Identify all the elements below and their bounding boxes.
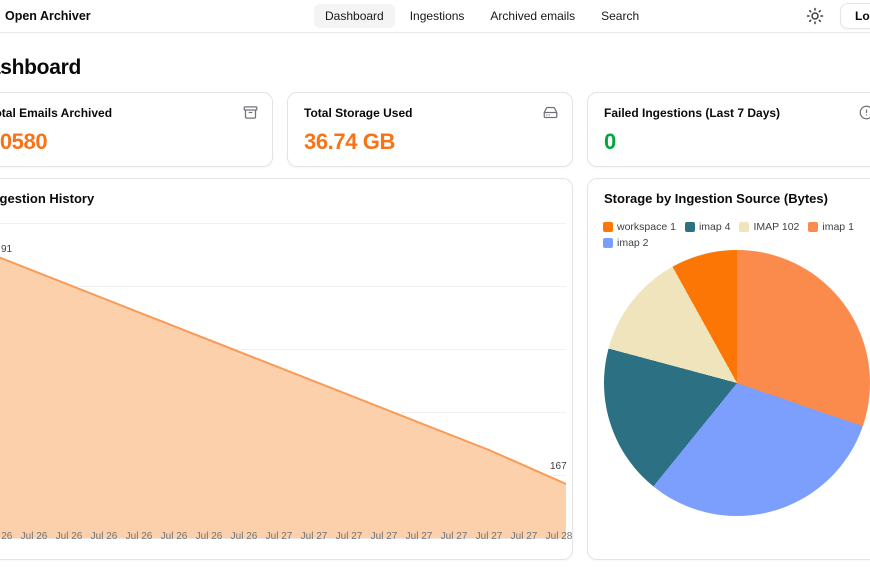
ingestion-history-title: Ingestion History: [0, 191, 94, 206]
legend-label: workspace 1: [617, 221, 676, 233]
page-title: Dashboard: [0, 56, 81, 80]
x-axis-label: Jul 26: [14, 531, 54, 542]
theme-toggle-button[interactable]: [806, 7, 824, 25]
legend-swatch: [603, 222, 613, 232]
data-point-label-start: 91: [1, 244, 12, 255]
x-axis-label: Jul 26: [84, 531, 124, 542]
legend-label: imap 4: [699, 221, 731, 233]
x-axis-label: Jul 28: [539, 531, 579, 542]
x-axis-labels: Jul 26Jul 26Jul 26Jul 26Jul 26Jul 26Jul …: [0, 531, 574, 545]
stat-label: Failed Ingestions (Last 7 Days): [604, 106, 780, 120]
area-fill: [0, 253, 566, 538]
legend-item[interactable]: imap 4: [685, 221, 731, 233]
x-axis-label: Jul 27: [399, 531, 439, 542]
tab-archived-emails[interactable]: Archived emails: [479, 4, 586, 28]
storage-pie-title: Storage by Ingestion Source (Bytes): [604, 191, 828, 206]
stat-label: Total Emails Archived: [0, 106, 112, 120]
x-axis-label: Jul 26: [49, 531, 89, 542]
legend-item[interactable]: imap 2: [603, 237, 649, 249]
x-axis-label: Jul 27: [294, 531, 334, 542]
legend-swatch: [603, 238, 613, 248]
x-axis-label: Jul 26: [154, 531, 194, 542]
x-axis-label: Jul 26: [119, 531, 159, 542]
stat-label: Total Storage Used: [304, 106, 412, 120]
tab-dashboard[interactable]: Dashboard: [314, 4, 395, 28]
x-axis-label: Jul 27: [259, 531, 299, 542]
hard-drive-icon: [543, 105, 558, 120]
legend-item[interactable]: imap 1: [808, 221, 854, 233]
x-axis-label: Jul 27: [469, 531, 509, 542]
ingestion-history-plot: [0, 223, 566, 538]
legend-swatch: [808, 222, 818, 232]
legend-item[interactable]: IMAP 102: [739, 221, 799, 233]
tab-search[interactable]: Search: [590, 4, 650, 28]
x-axis-label: Jul 27: [434, 531, 474, 542]
archive-icon: [243, 105, 258, 120]
tab-ingestions[interactable]: Ingestions: [399, 4, 476, 28]
ingestion-area-chart: [0, 223, 566, 538]
legend-swatch: [685, 222, 695, 232]
legend-swatch: [739, 222, 749, 232]
storage-pie-chart: [604, 250, 870, 516]
legend-label: IMAP 102: [753, 221, 799, 233]
legend-label: imap 2: [617, 237, 649, 249]
app-brand: Open Archiver: [5, 0, 91, 32]
x-axis-label: Jul 26: [224, 531, 264, 542]
storage-by-source-card: Storage by Ingestion Source (Bytes) work…: [587, 178, 870, 560]
nav-tabs: Dashboard Ingestions Archived emails Sea…: [314, 4, 650, 28]
pie-legend: workspace 1 imap 4 IMAP 102 imap 1 imap 2: [603, 221, 870, 249]
stat-card-storage-used: Total Storage Used 36.74 GB: [287, 92, 573, 167]
data-point-label-end: 167: [550, 461, 567, 472]
stat-card-total-emails: Total Emails Archived 30580: [0, 92, 273, 167]
legend-label: imap 1: [822, 221, 854, 233]
logout-button[interactable]: Logout: [840, 3, 870, 29]
top-nav: Open Archiver Dashboard Ingestions Archi…: [0, 0, 870, 33]
stat-value: 30580: [0, 129, 47, 155]
sun-icon: [806, 13, 824, 28]
x-axis-label: Jul 27: [329, 531, 369, 542]
stat-card-failed-ingestions: Failed Ingestions (Last 7 Days) 0: [587, 92, 870, 167]
ingestion-history-card: Ingestion History 91 167 Jul 26Jul 26Jul…: [0, 178, 573, 560]
alert-circle-icon: [859, 105, 870, 120]
legend-item[interactable]: workspace 1: [603, 221, 676, 233]
stat-value: 36.74 GB: [304, 129, 395, 155]
x-axis-label: Jul 26: [189, 531, 229, 542]
x-axis-label: Jul 27: [364, 531, 404, 542]
x-axis-label: Jul 27: [504, 531, 544, 542]
stat-value: 0: [604, 129, 616, 155]
